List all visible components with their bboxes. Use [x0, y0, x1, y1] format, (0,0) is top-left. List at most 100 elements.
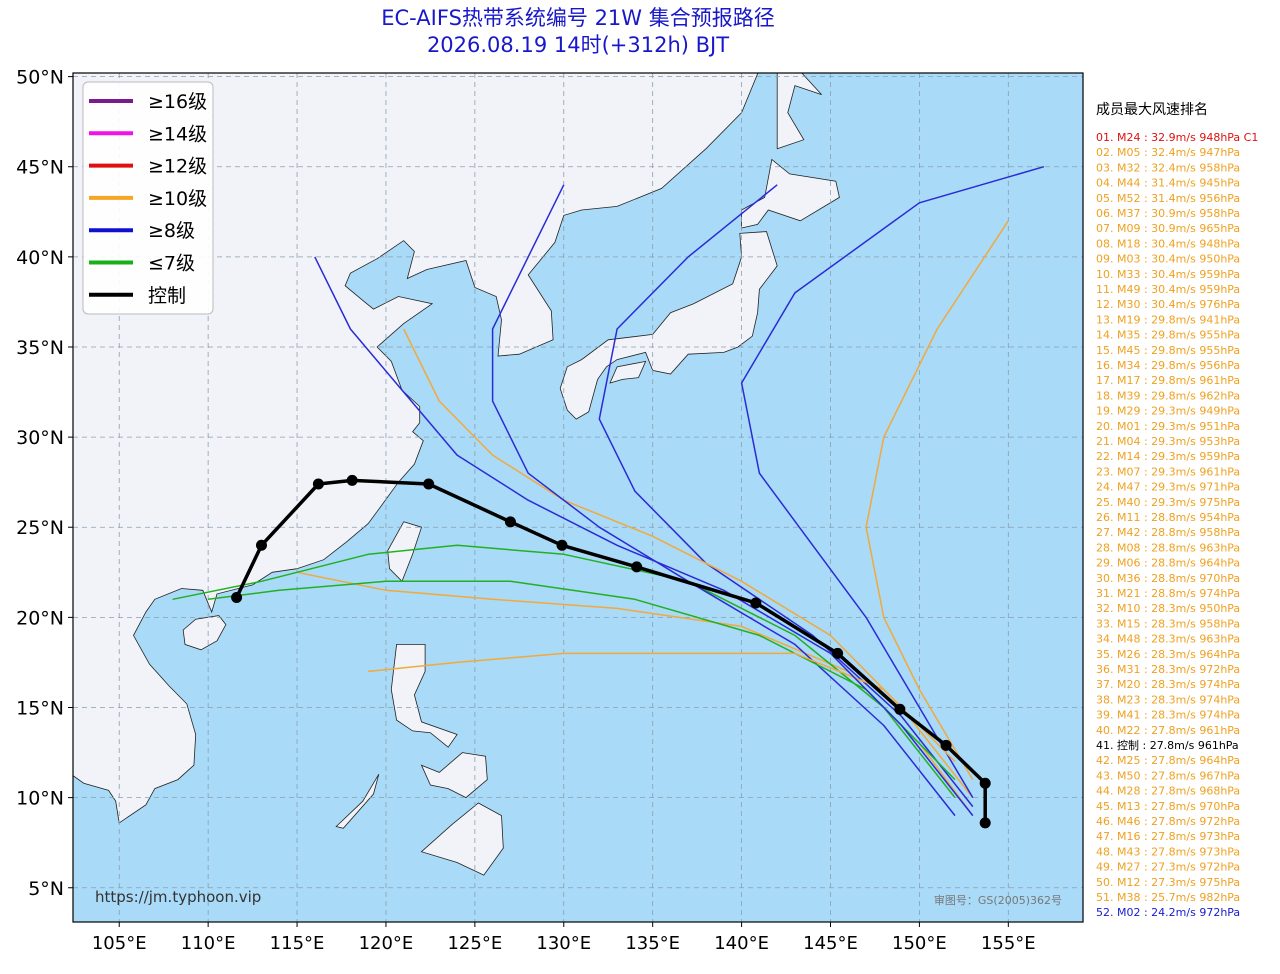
land [73, 73, 759, 824]
land [182, 615, 227, 651]
ranking-entry: 10. M33 : 30.4m/s 959hPa [1096, 268, 1240, 281]
legend-label: ≤7级 [148, 253, 195, 275]
ranking-title: 成员最大风速排名 [1096, 102, 1208, 118]
y-tick-label: 20°N [16, 607, 64, 629]
ranking-entry: 08. M18 : 30.4m/s 948hPa [1096, 237, 1240, 250]
ranking-entry: 17. M17 : 29.8m/s 961hPa [1096, 374, 1240, 387]
ranking-entry: 38. M23 : 28.3m/s 974hPa [1096, 693, 1240, 706]
land-layer [73, 73, 840, 876]
ranking-entry: 19. M29 : 29.3m/s 949hPa [1096, 405, 1240, 418]
y-tick-label: 5°N [28, 878, 64, 900]
y-tick-label: 45°N [16, 157, 64, 179]
grid-layer [73, 73, 1083, 922]
ensemble-track [740, 165, 1045, 798]
y-tick-label: 50°N [16, 67, 64, 89]
ranking-entry: 44. M28 : 27.8m/s 968hPa [1096, 785, 1240, 798]
ranking-entry: 33. M15 : 28.3m/s 958hPa [1096, 617, 1240, 630]
legend-label: 控制 [148, 285, 186, 307]
ranking-entry: 32. M10 : 28.3m/s 950hPa [1096, 602, 1240, 615]
control-point [940, 739, 952, 751]
ensemble-track [368, 652, 956, 763]
ranking-entry: 34. M48 : 28.3m/s 963hPa [1096, 633, 1240, 646]
ranking-entry: 40. M22 : 27.8m/s 961hPa [1096, 724, 1240, 737]
y-tick-label: 15°N [16, 697, 64, 719]
ranking-entry: 07. M09 : 30.9m/s 965hPa [1096, 222, 1240, 235]
ranking-entry: 26. M11 : 28.8m/s 954hPa [1096, 511, 1240, 524]
control-point [979, 777, 991, 789]
ranking-entry: 31. M21 : 28.8m/s 974hPa [1096, 587, 1240, 600]
ranking-entry: 04. M44 : 31.4m/s 945hPa [1096, 177, 1240, 190]
x-tick-label: 140°E [714, 933, 769, 954]
ranking-entry: 13. M19 : 29.8m/s 941hPa [1096, 313, 1240, 326]
control-point [423, 478, 435, 490]
ranking-entry: 52. M02 : 24.2m/s 972hPa [1096, 906, 1240, 919]
x-tick-label: 105°E [92, 933, 147, 954]
legend-box [82, 81, 214, 315]
ranking-entry: 05. M52 : 31.4m/s 956hPa [1096, 192, 1240, 205]
control-point [312, 478, 324, 490]
ranking-entry: 24. M47 : 29.3m/s 971hPa [1096, 481, 1240, 494]
x-tick-label: 130°E [536, 933, 591, 954]
ranking-entry: 16. M34 : 29.8m/s 956hPa [1096, 359, 1240, 372]
x-tick-label: 110°E [181, 933, 236, 954]
land [420, 802, 504, 876]
ranking-entry: 15. M45 : 29.8m/s 955hPa [1096, 344, 1240, 357]
ensemble-track [314, 256, 974, 817]
x-tick-label: 155°E [981, 933, 1036, 954]
ranking-entry: 22. M14 : 29.3m/s 959hPa [1096, 450, 1240, 463]
x-tick-label: 150°E [892, 933, 947, 954]
x-tick-label: 145°E [803, 933, 858, 954]
ranking-entry: 50. M12 : 27.3m/s 975hPa [1096, 876, 1240, 889]
y-tick-label: 30°N [16, 427, 64, 449]
ensemble-track [865, 220, 1009, 780]
ensemble-track [598, 184, 974, 808]
ranking-entry: 12. M30 : 30.4m/s 976hPa [1096, 298, 1240, 311]
control-point [631, 561, 643, 573]
x-tick-label: 125°E [447, 933, 502, 954]
ranking-entry: 43. M50 : 27.8m/s 967hPa [1096, 769, 1240, 782]
legend-label: ≥8级 [148, 220, 195, 242]
control-point [556, 539, 568, 551]
legend-label: ≥12级 [148, 156, 207, 178]
ranking-entry: 49. M27 : 27.3m/s 972hPa [1096, 861, 1240, 874]
ranking-entry: 02. M05 : 32.4m/s 947hPa [1096, 146, 1240, 159]
control-point [255, 539, 267, 551]
ranking-entry: 42. M25 : 27.8m/s 964hPa [1096, 754, 1240, 767]
y-tick-label: 40°N [16, 247, 64, 269]
approval-number: 审图号：GS(2005)362号 [934, 893, 1062, 907]
control-point [832, 647, 844, 659]
title: EC-AIFS热带系统编号 21W 集合预报路径 [381, 6, 774, 30]
control-point [894, 703, 906, 715]
ranking-entry: 35. M26 : 28.3m/s 964hPa [1096, 648, 1240, 661]
ranking-entry: 30. M36 : 28.8m/s 970hPa [1096, 572, 1240, 585]
control-point [346, 474, 358, 486]
plot-frame [72, 72, 1084, 923]
land [609, 360, 647, 384]
y-tick-label: 35°N [16, 337, 64, 359]
ranking-entry: 25. M40 : 29.3m/s 975hPa [1096, 496, 1240, 509]
subtitle: 2026.08.19 14时(+312h) BJT [427, 33, 729, 57]
land [559, 231, 778, 420]
legend-label: ≥16级 [148, 91, 207, 113]
ensemble-track [491, 184, 956, 817]
ranking-entry: 03. M32 : 32.4m/s 958hPa [1096, 161, 1240, 174]
ranking-entry: 21. M04 : 29.3m/s 953hPa [1096, 435, 1240, 448]
ranking-entry: 18. M39 : 29.8m/s 962hPa [1096, 389, 1240, 402]
ranking-entry: 41. 控制 : 27.8m/s 961hPa [1096, 738, 1239, 752]
ranking-entry: 09. M03 : 30.4m/s 950hPa [1096, 253, 1240, 266]
land [420, 752, 488, 799]
control-point [504, 516, 516, 528]
ranking-entry: 45. M13 : 27.8m/s 970hPa [1096, 800, 1240, 813]
ranking-entry: 46. M46 : 27.8m/s 972hPa [1096, 815, 1240, 828]
land [390, 644, 458, 748]
ranking-entry: 37. M20 : 28.3m/s 974hPa [1096, 678, 1240, 691]
ranking-entry: 29. M06 : 28.8m/s 964hPa [1096, 557, 1240, 570]
control-point [750, 597, 762, 609]
x-tick-label: 120°E [359, 933, 414, 954]
tracks-layer [172, 165, 1045, 829]
ranking-entry: 27. M42 : 28.8m/s 958hPa [1096, 526, 1240, 539]
ranking-entry: 51. M38 : 25.7m/s 982hPa [1096, 891, 1240, 904]
